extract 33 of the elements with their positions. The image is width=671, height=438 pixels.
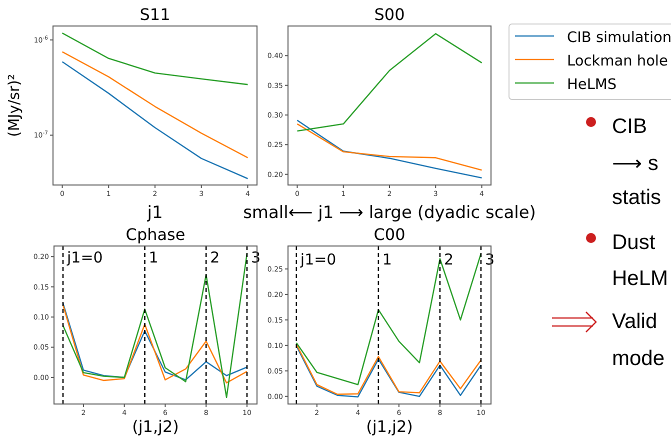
text: CIB <box>612 115 648 138</box>
line-series <box>296 123 482 171</box>
x-axis-title: small⟵ j1 ⟶ large (dyadic scale) <box>243 203 536 223</box>
legend-label: HeLMS <box>567 77 617 93</box>
x-axis-title: (j1,j2) <box>132 417 179 436</box>
annotation: 2 <box>210 248 220 267</box>
chart-title: C00 <box>374 225 406 244</box>
line-series <box>296 252 482 386</box>
chart-title: S00 <box>374 5 405 24</box>
text: statis <box>612 186 662 209</box>
chart-title: S11 <box>140 5 170 24</box>
annotation: j1=0 <box>299 250 336 269</box>
annotation: 1 <box>148 248 158 267</box>
annotation: 2 <box>444 250 454 269</box>
text: mode <box>612 347 665 370</box>
legend-label: Lockman hole <box>567 54 668 70</box>
annotation: 1 <box>382 250 392 269</box>
text: ⟶ s <box>612 152 658 175</box>
text: HeLM <box>612 267 668 290</box>
x-axis-title: (j1,j2) <box>366 417 413 436</box>
text: Valid <box>612 310 658 333</box>
y-axis-title: (MJy/sr)² <box>5 74 23 137</box>
chart-title: Cphase <box>126 225 186 244</box>
line-series <box>296 120 482 179</box>
line-series <box>62 51 248 158</box>
legend-label: CIB simulation <box>567 30 671 46</box>
line-series <box>62 61 248 180</box>
line-series <box>62 252 248 398</box>
x-axis-title: j1 <box>146 203 163 223</box>
text: Dust <box>612 231 656 254</box>
line-series <box>62 32 248 86</box>
line-series <box>296 33 482 132</box>
annotation: j1=0 <box>66 248 103 267</box>
